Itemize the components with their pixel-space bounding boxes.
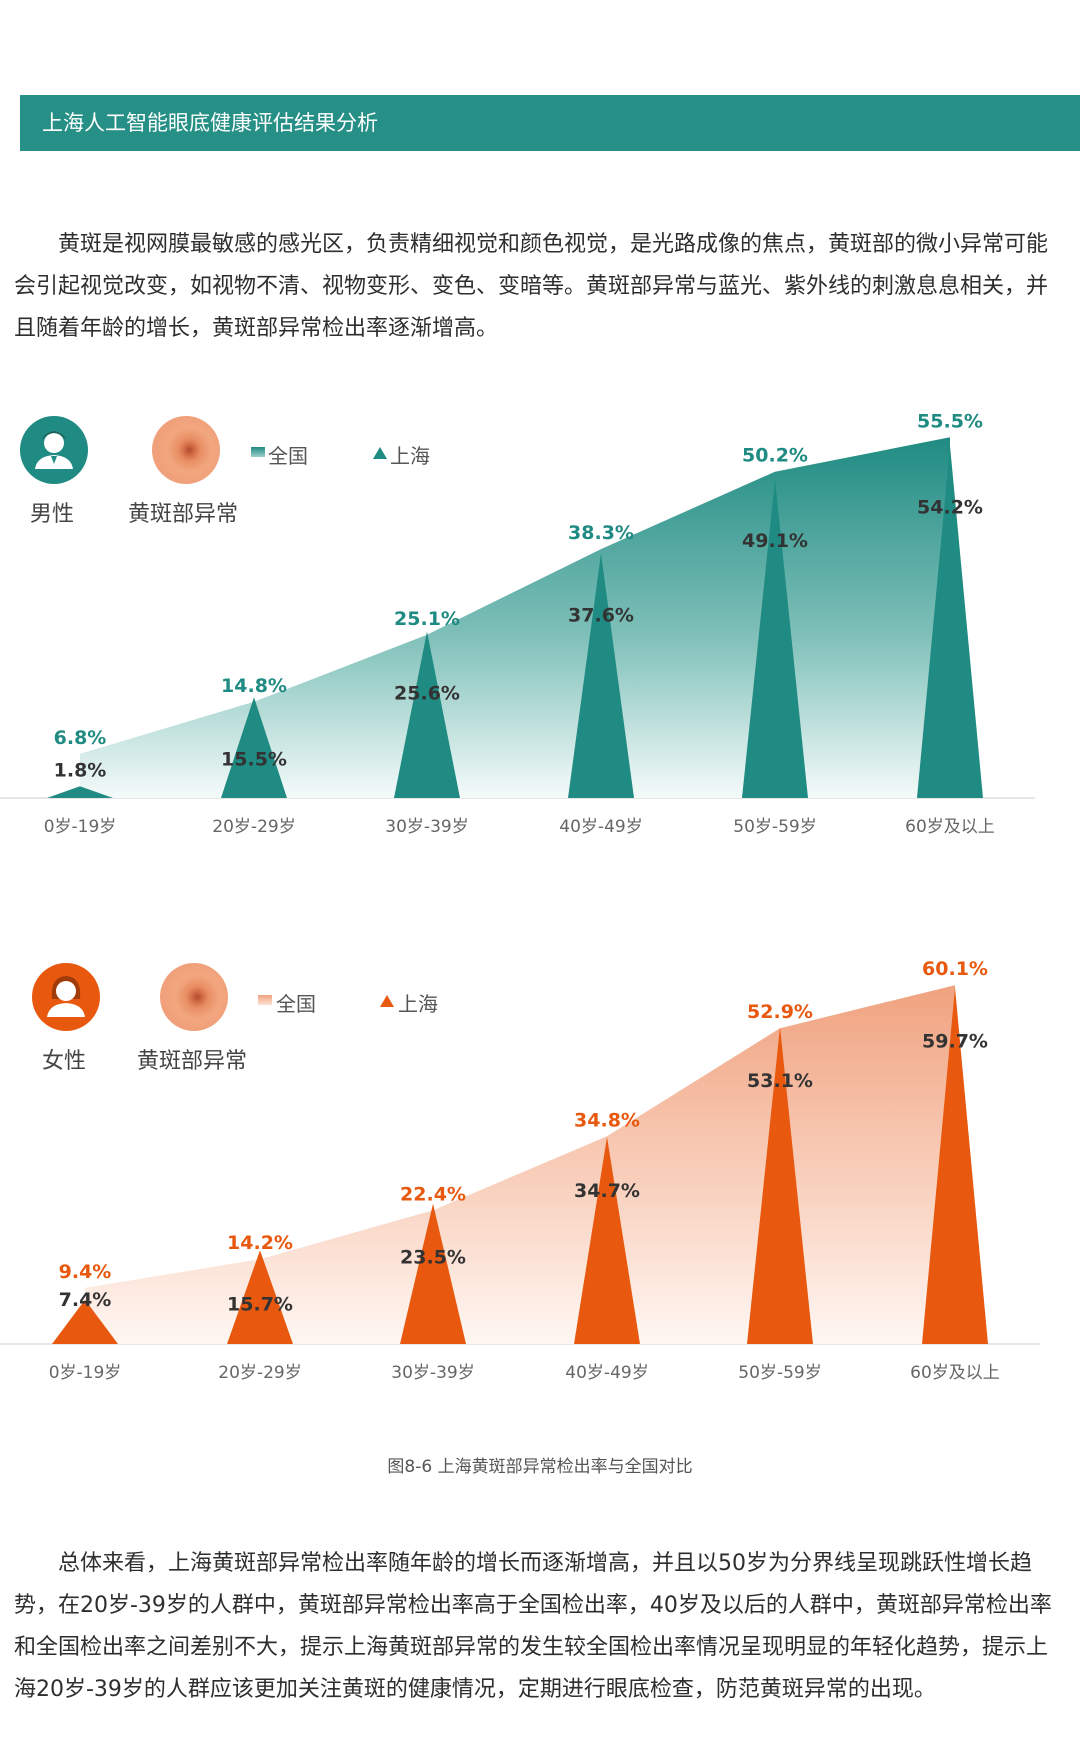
male-group-label: 男性 bbox=[30, 502, 75, 527]
shanghai-triangle bbox=[574, 1136, 640, 1344]
x-tick-label: 60岁及以上 bbox=[905, 817, 995, 837]
shanghai-value-label: 7.4% bbox=[59, 1289, 112, 1311]
female-avatar-icon bbox=[32, 963, 100, 1031]
male-legend-national-swatch bbox=[251, 447, 265, 457]
female-macula-icon bbox=[160, 963, 228, 1031]
male-topic-label: 黄斑部异常 bbox=[128, 502, 239, 527]
intro-paragraph: 黄斑是视网膜最敏感的感光区，负责精细视觉和颜色视觉，是光路成像的焦点，黄斑部的微… bbox=[14, 232, 1049, 341]
national-area bbox=[85, 985, 955, 1344]
section-header-bar: 上海人工智能眼底健康评估结果分析 bbox=[20, 95, 1080, 151]
shanghai-value-label: 59.7% bbox=[922, 1031, 988, 1053]
national-value-label: 25.1% bbox=[394, 608, 460, 630]
shanghai-value-label: 34.7% bbox=[574, 1180, 640, 1202]
shanghai-value-label: 25.6% bbox=[394, 683, 460, 705]
shanghai-value-label: 23.5% bbox=[400, 1247, 466, 1269]
shanghai-value-label: 1.8% bbox=[54, 759, 107, 781]
x-tick-label: 0岁-19岁 bbox=[44, 817, 117, 837]
x-tick-label: 60岁及以上 bbox=[910, 1363, 1000, 1383]
x-tick-label: 30岁-39岁 bbox=[391, 1363, 474, 1383]
female-macula-chart: 9.4% 14.2% 22.4% 34.8% 52.9% 60.1% 7.4% 15.7% 23… bbox=[0, 958, 1040, 1383]
national-value-label: 34.8% bbox=[574, 1109, 640, 1131]
shanghai-triangle bbox=[917, 445, 983, 798]
figure-caption: 图8-6 上海黄斑部异常检出率与全国对比 bbox=[387, 1457, 693, 1477]
shanghai-triangle bbox=[394, 631, 460, 798]
national-value-label: 6.8% bbox=[54, 727, 107, 749]
shanghai-triangle bbox=[747, 1027, 813, 1344]
national-value-label: 9.4% bbox=[59, 1261, 112, 1283]
x-tick-label: 40岁-49岁 bbox=[565, 1363, 648, 1383]
shanghai-value-label: 15.7% bbox=[227, 1293, 293, 1315]
shanghai-value-label: 53.1% bbox=[747, 1070, 813, 1092]
x-tick-label: 50岁-59岁 bbox=[733, 817, 816, 837]
female-topic-label: 黄斑部异常 bbox=[137, 1049, 248, 1074]
shanghai-triangle bbox=[47, 786, 113, 798]
national-value-label: 14.8% bbox=[221, 675, 287, 697]
section-header-title: 上海人工智能眼底健康评估结果分析 bbox=[42, 111, 378, 135]
female-legend-shanghai-label: 上海 bbox=[398, 992, 438, 1016]
shanghai-value-label: 54.2% bbox=[917, 497, 983, 519]
female-legend-national-swatch bbox=[258, 995, 272, 1005]
national-area bbox=[80, 437, 950, 798]
female-group-label: 女性 bbox=[42, 1049, 87, 1074]
national-value-label: 14.2% bbox=[227, 1232, 293, 1254]
male-legend-national-label: 全国 bbox=[268, 444, 308, 468]
shanghai-value-label: 37.6% bbox=[568, 605, 634, 627]
shanghai-triangle bbox=[52, 1299, 118, 1344]
x-tick-label: 30岁-39岁 bbox=[385, 817, 468, 837]
male-macula-chart: 6.8% 14.8% 25.1% 38.3% 50.2% 55.5% 1.8% 15.5% 25… bbox=[0, 410, 1035, 837]
shanghai-value-label: 15.5% bbox=[221, 748, 287, 770]
x-tick-label: 50岁-59岁 bbox=[738, 1363, 821, 1383]
shanghai-triangle bbox=[400, 1203, 466, 1344]
male-macula-icon bbox=[152, 416, 220, 484]
shanghai-triangle bbox=[227, 1250, 293, 1344]
x-tick-label: 0岁-19岁 bbox=[49, 1363, 122, 1383]
shanghai-triangle bbox=[221, 697, 287, 798]
national-value-label: 50.2% bbox=[742, 445, 808, 467]
male-legend-shanghai-triangle bbox=[373, 447, 387, 459]
shanghai-value-label: 49.1% bbox=[742, 530, 808, 552]
male-legend-shanghai-label: 上海 bbox=[390, 444, 430, 468]
shanghai-triangle bbox=[742, 478, 808, 798]
national-value-label: 60.1% bbox=[922, 958, 988, 980]
national-value-label: 38.3% bbox=[568, 522, 634, 544]
female-legend-national-label: 全国 bbox=[276, 992, 316, 1016]
summary-paragraph: 总体来看，上海黄斑部异常检出率随年龄的增长而逐渐增高，并且以50岁为分界线呈现跳… bbox=[14, 1551, 1052, 1702]
national-value-label: 22.4% bbox=[400, 1183, 466, 1205]
shanghai-triangle bbox=[922, 987, 988, 1344]
x-tick-label: 20岁-29岁 bbox=[218, 1363, 301, 1383]
x-tick-label: 40岁-49岁 bbox=[559, 817, 642, 837]
national-value-label: 52.9% bbox=[747, 1001, 813, 1023]
x-tick-label: 20岁-29岁 bbox=[212, 817, 295, 837]
national-value-label: 55.5% bbox=[917, 410, 983, 432]
male-avatar-icon bbox=[20, 416, 88, 484]
female-legend-shanghai-triangle bbox=[380, 995, 394, 1007]
shanghai-triangle bbox=[568, 553, 634, 798]
